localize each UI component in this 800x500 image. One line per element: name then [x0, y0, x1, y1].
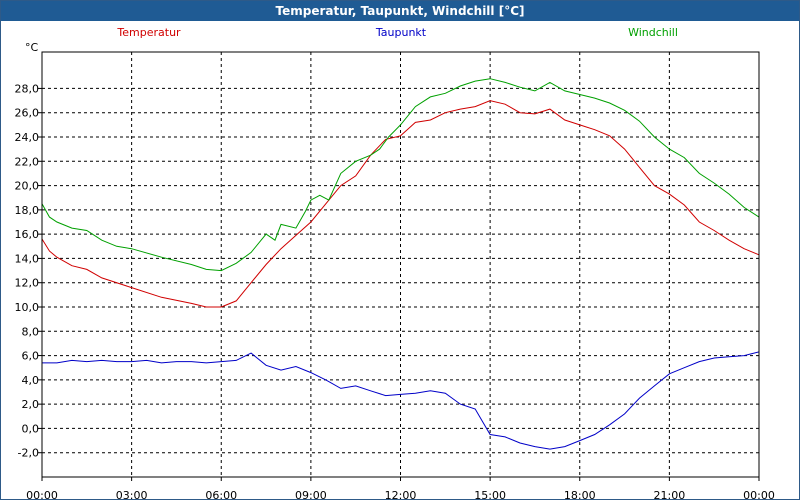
legend-taupunkt: Taupunkt	[375, 26, 427, 39]
y-tick-label: 26,0	[15, 107, 40, 120]
legend-temperatur: Temperatur	[116, 26, 181, 39]
y-tick-label: 12,0	[15, 277, 40, 290]
x-tick-time: 09:00	[295, 489, 327, 499]
x-tick-time: 21:00	[654, 489, 686, 499]
y-tick-label: 2,0	[22, 398, 40, 411]
x-tick-time: 00:00	[743, 489, 775, 499]
y-tick-label: 0,0	[22, 422, 40, 435]
y-tick-label: 18,0	[15, 204, 40, 217]
y-tick-label: 4,0	[22, 374, 40, 387]
x-tick-time: 12:00	[385, 489, 417, 499]
y-tick-label: 10,0	[15, 301, 40, 314]
x-tick-time: 18:00	[564, 489, 596, 499]
y-tick-label: 14,0	[15, 252, 40, 265]
legend-windchill: Windchill	[628, 26, 678, 39]
x-tick-time: 03:00	[116, 489, 148, 499]
y-tick-label: 22,0	[15, 155, 40, 168]
series-line-taupunkt	[42, 351, 760, 450]
y-tick-label: 28,0	[15, 82, 40, 95]
y-tick-label: 8,0	[22, 325, 40, 338]
y-tick-label: 6,0	[22, 350, 40, 363]
y-tick-label: 20,0	[15, 180, 40, 193]
y-tick-label: 16,0	[15, 228, 40, 241]
y-tick-label: 24,0	[15, 131, 40, 144]
y-tick-label: -2,0	[18, 447, 39, 460]
x-tick-time: 15:00	[474, 489, 506, 499]
chart-plot: -2,0 0,0 2,0 4,0 6,0 8,0 10,0 12,0 14,0 16,0 18,0 2…	[15, 26, 775, 499]
series-line-windchill	[41, 78, 760, 272]
series-line-temperatur	[41, 100, 760, 308]
x-tick-time: 06:00	[205, 489, 237, 499]
y-axis-label: °C	[25, 41, 39, 54]
x-tick-time: 00:00	[26, 489, 58, 499]
window-title: Temperatur, Taupunkt, Windchill [°C]	[1, 1, 799, 21]
